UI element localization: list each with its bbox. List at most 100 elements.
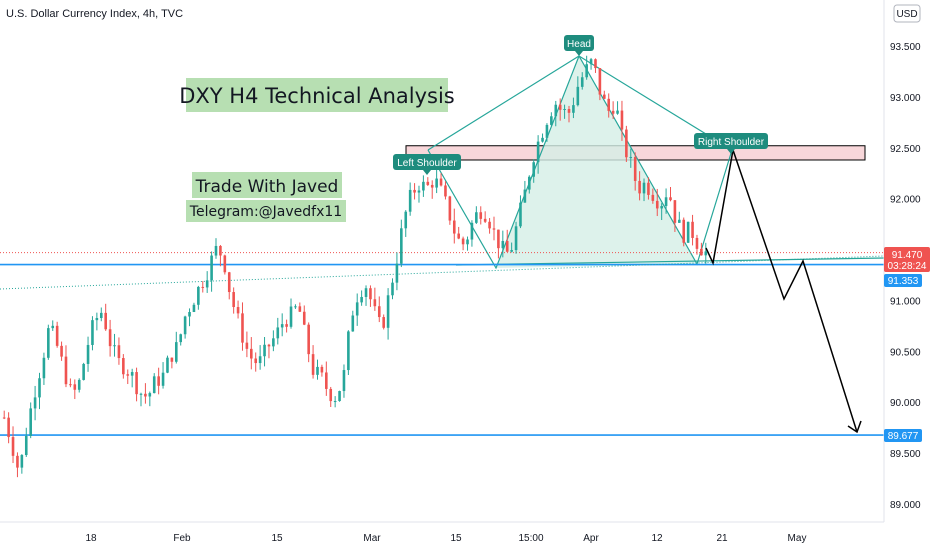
current-price-tag: 91.470 03:28:24: [884, 247, 930, 272]
candle-body: [170, 357, 174, 362]
candle-body: [435, 178, 438, 188]
candle-body: [669, 197, 672, 201]
candle-body: [382, 317, 385, 328]
candle-body: [598, 68, 602, 95]
candle-body: [254, 358, 258, 364]
candle-body: [325, 372, 328, 389]
bar-countdown: 03:28:24: [888, 261, 927, 272]
candle-body: [527, 176, 531, 190]
price-tick-label: 90.500: [890, 347, 921, 358]
candle-body: [267, 344, 271, 347]
candle-body: [11, 437, 15, 456]
level-price-2: 89.677: [888, 431, 919, 442]
candle-body: [280, 324, 284, 328]
candle-body: [413, 189, 416, 193]
level-price-tag-2: 89.677: [884, 429, 922, 442]
candle-body: [558, 104, 562, 110]
candle-body: [519, 202, 522, 227]
candle-body: [633, 157, 637, 181]
right-shoulder-label-text: Right Shoulder: [698, 137, 765, 148]
candle-body: [307, 324, 310, 355]
candle-body: [64, 356, 68, 385]
candle-body: [629, 157, 633, 159]
candle-body: [148, 393, 152, 397]
candle-body: [563, 109, 566, 111]
head-label: Head: [564, 35, 594, 56]
candle-body: [51, 325, 55, 329]
candle-body: [594, 59, 597, 69]
projection-arrowhead: [847, 420, 862, 434]
left-shoulder-label-pointer: [423, 170, 431, 175]
candle-body: [122, 358, 125, 375]
currency-badge[interactable]: [893, 4, 921, 23]
candle-body: [126, 374, 130, 376]
candle-body: [157, 376, 160, 386]
candle-body: [430, 184, 434, 188]
left-shoulder-label-bg: [393, 154, 461, 170]
candle-body: [651, 194, 655, 201]
candle-body: [333, 401, 337, 403]
time-tick-label: 18: [85, 533, 97, 544]
candle-body: [400, 228, 403, 264]
author-bg: [192, 172, 342, 198]
candle-body: [86, 344, 90, 364]
candle-body: [475, 212, 478, 223]
candle-body: [263, 344, 266, 357]
candle-body: [276, 327, 280, 339]
time-tick-label: 15:00: [518, 533, 543, 544]
candle-body: [188, 312, 191, 317]
candle-body: [572, 105, 575, 113]
candle-body: [104, 312, 107, 330]
candle-body: [603, 94, 606, 99]
candle-body: [611, 110, 615, 114]
candle-body: [550, 116, 553, 125]
candle-body: [329, 388, 333, 402]
candle-body: [682, 219, 686, 243]
analysis-title: DXY H4 Technical Analysis: [179, 84, 455, 108]
candle-body: [272, 338, 275, 347]
candle-body: [638, 180, 641, 194]
candle-body: [404, 211, 408, 229]
candle-body: [174, 342, 178, 362]
candle-body: [152, 376, 156, 394]
candle-body: [139, 393, 143, 395]
current-price-tag-bg: [884, 247, 930, 272]
candle-body: [567, 109, 571, 113]
time-tick-label: Feb: [173, 533, 191, 544]
candle-body: [201, 286, 205, 288]
candle-body: [214, 245, 218, 256]
candle-body: [179, 334, 183, 343]
candle-body: [660, 206, 663, 209]
time-tick-label: Apr: [583, 533, 599, 544]
candle-body: [38, 378, 41, 398]
candle-body: [488, 221, 491, 229]
head-label-bg: [564, 35, 594, 51]
price-tick-label: 93.500: [890, 42, 921, 53]
author-name: Trade With Javed: [195, 177, 339, 197]
candle-body: [16, 455, 19, 468]
candle-body: [205, 280, 209, 288]
candle-body: [316, 366, 319, 375]
projection-path: [705, 149, 858, 433]
right-shoulder-label: Right Shoulder: [694, 133, 768, 154]
candle-body: [673, 200, 677, 223]
candle-body: [99, 312, 103, 318]
candle-body: [395, 263, 399, 283]
telegram-handle: Telegram:@Javedfx11: [189, 204, 342, 220]
candle-body: [192, 304, 196, 313]
head-pattern-fill: [496, 56, 697, 268]
head-label-text: Head: [567, 39, 591, 50]
candle-body: [625, 129, 628, 158]
candle-body: [532, 162, 536, 177]
candle-body: [73, 384, 77, 390]
price-tick-label: 90.000: [890, 398, 921, 409]
candle-body: [33, 397, 37, 409]
candle-body: [108, 329, 112, 347]
price-tick-label: 91.000: [890, 296, 921, 307]
candle-body: [289, 306, 293, 327]
candle-body: [351, 315, 355, 332]
candle-body: [483, 218, 487, 222]
candle-body: [2, 417, 6, 419]
candle-body: [505, 240, 509, 252]
